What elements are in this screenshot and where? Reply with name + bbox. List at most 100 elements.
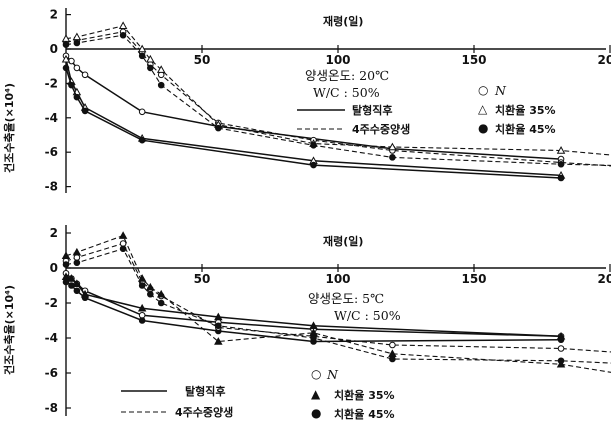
bottom-y-tick-label: -4 [45,331,58,345]
top-y-tick-label: -8 [45,180,58,194]
bottom-legend-solid-label: 탈형직후 [185,384,225,398]
top-x-axis-label: 재령(일) [323,14,363,28]
top-data-point [73,64,81,72]
top-x-tick-label: 100 [325,53,350,67]
top-data-point [138,108,146,116]
bottom-y-tick-label: 2 [50,226,58,240]
top-legend-35-label: 치환율 35% [495,103,556,117]
bottom-series-line [65,248,611,364]
bottom-data-point [119,245,127,253]
chart-top-plot: 5010015020025020-2-4-6-8 [45,8,611,194]
bottom-legend-n-symbol: ○ [311,367,321,381]
top-data-point [147,64,154,72]
bottom-annotation-temp: 양생온도: 5℃ [308,291,384,306]
bottom-data-point [215,322,222,330]
bottom-data-point [138,317,146,324]
top-legend-45-label: 치환율 45% [495,122,556,136]
top-data-point [61,54,71,63]
bottom-annotation-wc: W/C : 50% [334,308,401,323]
bottom-data-point [557,345,565,352]
top-data-point [556,146,566,154]
bottom-data-point [72,279,82,287]
top-legend-n-symbol: ○ [478,83,488,97]
top-data-point [73,39,81,47]
top-y-axis-label: 건조수축율(×10⁴) [2,83,16,173]
bottom-data-point [557,336,565,344]
top-data-point [310,142,317,149]
bottom-data-point [73,259,81,267]
top-data-point [68,81,75,89]
bottom-data-point [310,334,317,342]
top-data-point [389,154,396,161]
bottom-y-axis-label: 건조수축율(×10⁴) [2,285,16,375]
top-y-tick-label: 2 [50,8,58,22]
bottom-data-point [214,312,223,321]
bottom-data-point [118,231,128,239]
bottom-legend-45-label: 치환율 45% [334,407,395,421]
top-annotation-wc: W/C : 50% [313,85,380,100]
bottom-data-point [72,247,82,256]
top-y-tick-label: -6 [45,145,58,159]
top-data-point [62,64,70,72]
top-data-point [118,21,128,29]
bottom-legend-n-label: N [326,367,339,382]
top-data-point [73,93,81,101]
top-x-tick-label: 150 [461,53,486,67]
top-y-tick-label: -2 [45,76,58,90]
top-x-tick-label: 50 [194,53,211,67]
bottom-data-point [62,261,70,268]
top-legend-45-symbol: ● [478,121,488,135]
top-data-point [557,174,565,182]
bottom-data-point [68,282,75,289]
bottom-data-point [157,299,165,307]
top-data-point [310,161,317,169]
top-data-point [146,54,155,63]
top-data-point [68,57,75,65]
bottom-legend-45-symbol: ● [311,406,321,420]
top-legend-35-symbol: △ [478,102,488,116]
bottom-x-tick-label: 100 [325,272,350,286]
top-data-point [138,136,146,144]
bottom-data-point [67,274,76,282]
bottom-series-line [65,242,611,353]
bottom-data-point [147,290,154,298]
bottom-data-point [81,294,89,302]
top-data-point [81,107,89,115]
bottom-x-tick-label: 50 [194,272,211,286]
bottom-data-point [146,282,155,291]
top-y-tick-label: -4 [45,111,58,125]
top-legend-lines: 탈형직후 4주수중양생 [297,103,410,136]
bottom-legend-lines: 탈형직후 4주수중양생 [121,384,233,419]
top-y-tick-label: 0 [50,42,58,56]
bottom-series-line [65,234,611,373]
bottom-legend-markers: ○ N ▲ 치환율 35% ● 치환율 45% [311,367,395,421]
top-legend-dashed-label: 4주수중양생 [352,122,410,136]
bottom-data-point [156,289,166,298]
top-data-point [557,160,565,168]
top-legend-solid-label: 탈형직후 [352,103,392,117]
bottom-data-point [62,278,70,286]
bottom-y-tick-label: -6 [45,366,58,380]
bottom-data-point [137,274,147,282]
chart-bottom: 재령(일) 건조수축율(×10⁴) 양생온도: 5℃ W/C : 50% 탈형직… [2,225,606,421]
bottom-data-point [138,282,146,289]
bottom-x-axis-label: 재령(일) [323,234,363,248]
bottom-y-tick-label: -8 [45,401,58,415]
top-data-point [388,142,397,151]
bottom-data-point [137,303,147,312]
top-data-point [119,31,127,39]
top-x-tick-label: 200 [597,53,611,67]
top-data-point [137,44,147,53]
bottom-legend-dashed-label: 4주수중양생 [175,405,233,419]
chart-bottom-plot: 5010015020025020-2-4-6-8 [45,226,611,415]
bottom-legend-35-symbol: ▲ [311,387,321,401]
bottom-data-point [73,287,81,295]
bottom-data-point [389,355,396,363]
top-data-point [156,65,166,73]
top-legend-n-label: N [494,83,507,98]
bottom-y-tick-label: -2 [45,296,58,310]
chart-top: 재령(일) 건조수축율(×10⁴) 양생온도: 20℃ W/C : 50% 탈형… [2,8,606,193]
top-data-point [62,41,70,49]
bottom-data-point [389,341,396,349]
